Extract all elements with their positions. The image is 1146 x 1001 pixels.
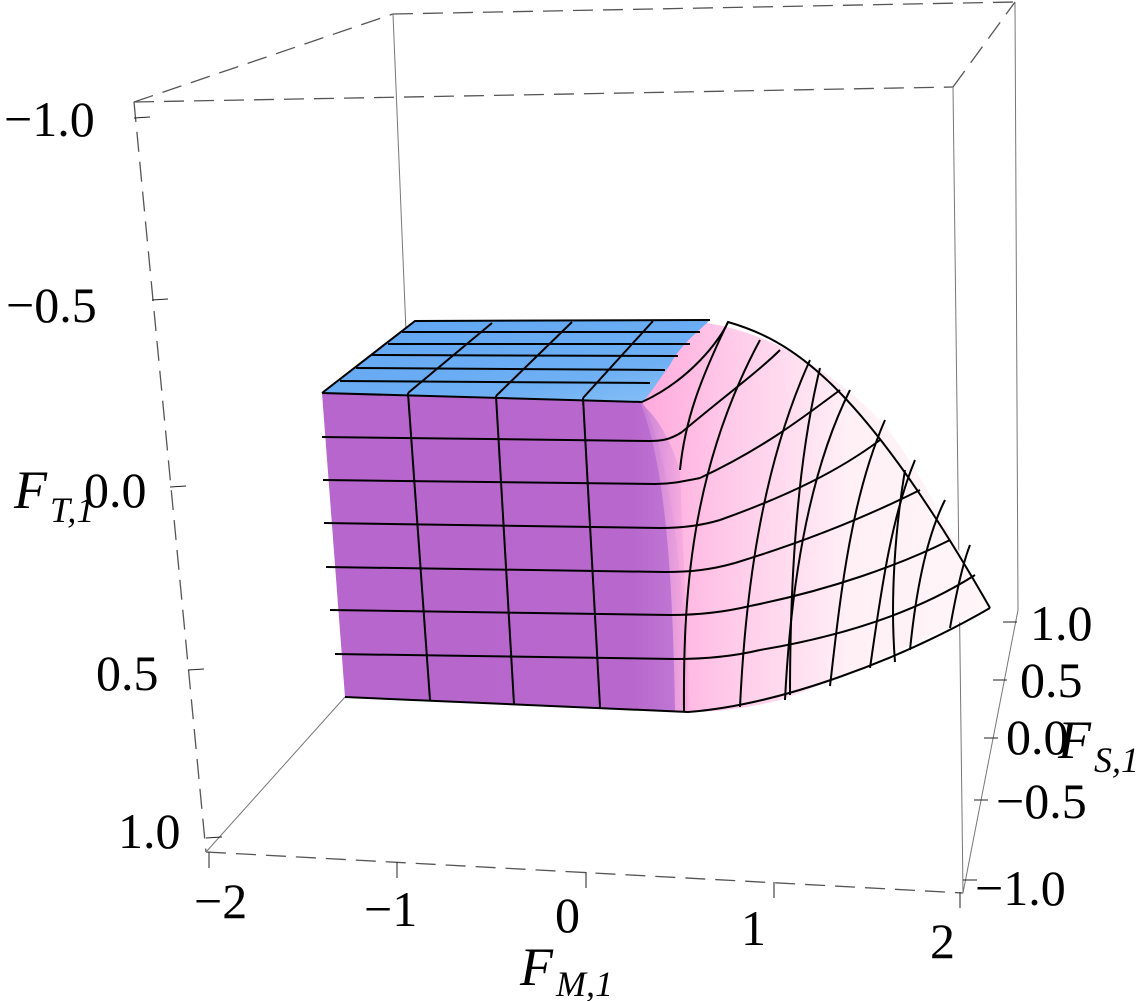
- z-tick-label: 1.0: [118, 803, 181, 859]
- svg-text:T,1: T,1: [50, 490, 94, 530]
- z-tick-labels: −1.0 −0.5 0.0 0.5 1.0: [4, 91, 181, 859]
- y-axis-label: F S,1: [1057, 710, 1139, 780]
- x-tick-label: 0: [555, 887, 580, 943]
- z-tick-label: −1.0: [4, 91, 95, 147]
- surface-rounded-face: [640, 322, 990, 712]
- z-tick-label: −0.5: [6, 277, 97, 333]
- z-tick-label: 0.5: [96, 645, 159, 701]
- z-axis-label: F T,1: [13, 460, 94, 530]
- y-tick-label: 0.5: [1020, 652, 1083, 708]
- y-tick-label: 1.0: [1030, 595, 1093, 651]
- z-tick-label: 0.0: [84, 462, 147, 518]
- y-tick-label: 0.0: [1006, 709, 1069, 765]
- x-tick-label: 1: [741, 900, 766, 956]
- x-axis-ticks: [208, 852, 961, 908]
- x-tick-labels: −2 −1 0 1 2: [194, 873, 955, 969]
- x-tick-label: −2: [194, 873, 247, 929]
- z-axis-ticks: [133, 116, 223, 839]
- svg-text:M,1: M,1: [555, 964, 613, 1001]
- y-tick-labels: 1.0 0.5 0.0 −0.5 −1.0: [975, 595, 1093, 916]
- y-tick-label: −1.0: [975, 860, 1066, 916]
- x-axis-label: F M,1: [519, 937, 613, 1001]
- y-tick-label: −0.5: [996, 773, 1087, 829]
- surface-corner: [640, 402, 690, 712]
- svg-text:F: F: [13, 460, 48, 520]
- svg-text:F: F: [519, 937, 554, 997]
- x-tick-label: −1: [364, 881, 417, 937]
- svg-text:F: F: [1057, 710, 1092, 770]
- svg-text:S,1: S,1: [1094, 740, 1139, 780]
- x-tick-label: 2: [930, 913, 955, 969]
- surface: [322, 320, 990, 712]
- y-axis-ticks: [963, 621, 1017, 881]
- surface-mesh: [321, 319, 991, 713]
- bounding-box: [133, 1, 1019, 894]
